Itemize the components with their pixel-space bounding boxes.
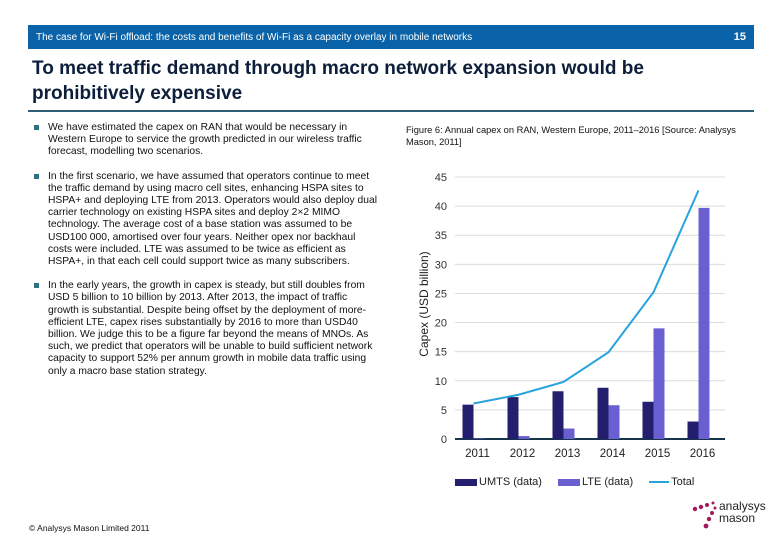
logo-dots-icon [692,501,717,529]
legend-label-total: Total [671,476,695,488]
y-tick-label: 5 [441,405,447,417]
bar-lte [518,436,530,439]
bullet-item: We have estimated the capex on RAN that … [34,122,380,159]
y-tick-label: 20 [435,318,447,330]
bar-lte [563,428,575,439]
y-tick-label: 40 [435,201,447,213]
bar-umts [687,421,699,439]
header-text: The case for Wi-Fi offload: the costs an… [36,31,473,43]
header-bar: The case for Wi-Fi offload: the costs an… [28,25,754,49]
bullet-text: In the first scenario, we have assumed t… [48,170,378,268]
logo-text: analysys mason [719,500,766,524]
title-divider [28,110,754,112]
y-tick-label: 30 [435,259,447,271]
bullet-square-icon [34,125,39,130]
figure-caption: Figure 6: Annual capex on RAN, Western E… [406,125,736,147]
y-tick-label: 35 [435,230,447,242]
y-tick-label: 0 [441,434,447,446]
bar-umts [642,401,654,439]
logo-line1: analysys [719,499,766,513]
y-axis-label: Capex (USD billion) [417,251,431,356]
bullet-text: We have estimated the capex on RAN that … [48,122,362,158]
legend-label-lte: LTE (data) [581,476,634,488]
legend-item-umts: UMTS (data) [455,476,542,488]
bar-umts [597,387,609,439]
bullet-item: In the first scenario, we have assumed t… [34,171,380,269]
x-tick-label: 2016 [690,448,716,460]
bar-lte [653,328,665,439]
legend-item-lte: LTE (data) [557,476,634,488]
y-tick-label: 15 [435,347,447,359]
x-tick-label: 2013 [555,448,581,460]
bullet-item: In the early years, the growth in capex … [34,280,380,378]
logo-line2: mason [719,511,756,525]
y-tick-label: 25 [435,288,447,300]
page-number: 15 [733,31,746,43]
bullet-list: We have estimated the capex on RAN that … [34,122,380,390]
chart-legend: UMTS (data) LTE (data) Total [455,476,710,488]
bar-lte [608,405,620,439]
bullet-text: In the early years, the growth in capex … [48,280,373,377]
x-tick-label: 2015 [645,448,671,460]
y-tick-label: 45 [435,172,447,184]
bullet-square-icon [34,173,39,179]
legend-swatch-lte [557,478,580,486]
bar-umts [507,397,519,439]
legend-swatch-umts [455,478,477,486]
bar-lte [473,438,485,439]
x-tick-label: 2014 [600,448,626,460]
line-total [473,189,700,405]
bar-umts [552,391,564,439]
x-tick-label: 2012 [510,448,536,460]
y-tick-label: 10 [435,376,447,388]
bullet-square-icon [34,283,39,289]
capex-chart: 0 5 10 15 20 25 30 35 40 45 2011 2012 2013 2014 2015 2… [417,172,725,460]
x-tick-label: 2011 [465,448,490,460]
legend-line-total [649,481,670,483]
legend-item-total: Total [649,476,694,488]
legend-label-umts: UMTS (data) [479,476,542,488]
bar-umts [462,404,474,439]
bar-lte [698,207,710,439]
footer-copyright: © Analysys Mason Limited 2011 [29,523,150,533]
analysys-mason-logo: analysys mason [692,500,766,530]
page-title: To meet traffic demand through macro net… [32,58,644,104]
